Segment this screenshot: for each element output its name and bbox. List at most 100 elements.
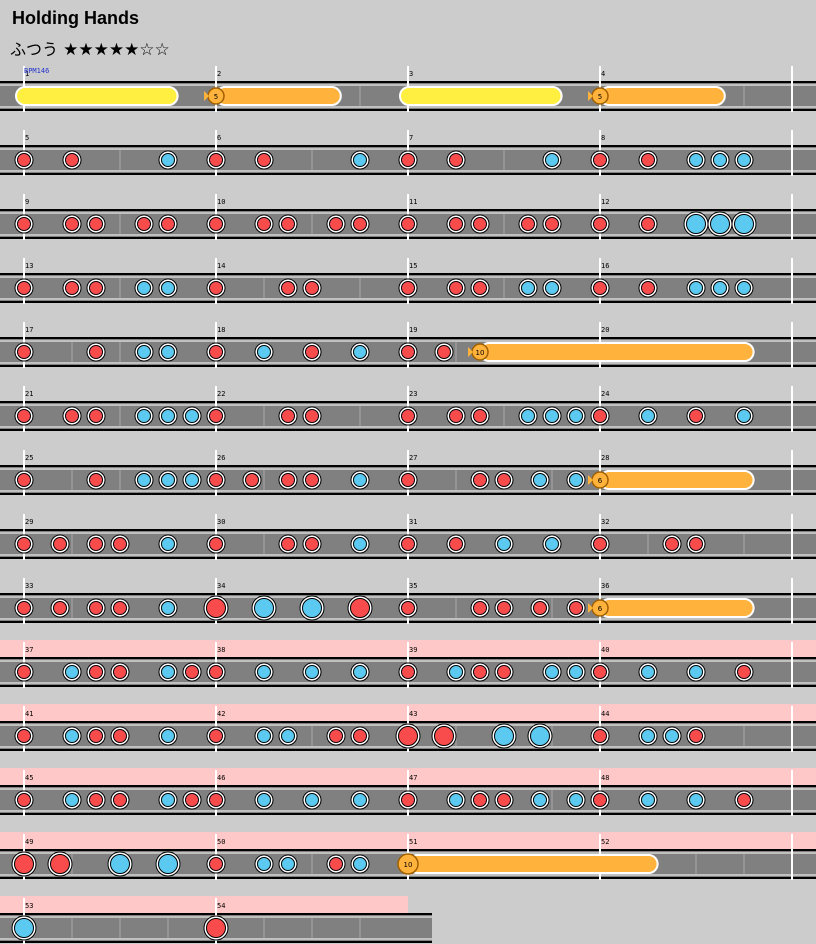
don-note-face: [281, 473, 295, 487]
don-note-face: [17, 601, 31, 615]
don-note-face: [206, 918, 226, 938]
measure-number: 12: [601, 198, 609, 206]
measure-number: 27: [409, 454, 417, 462]
ka-note-face: [689, 281, 703, 295]
difficulty-label: ふつう: [10, 40, 59, 59]
don-note-face: [113, 729, 127, 743]
gogo-band: [0, 896, 408, 914]
don-note-face: [17, 473, 31, 487]
measure-number: 43: [409, 710, 417, 718]
ka-note-face: [281, 729, 295, 743]
ka-note-face: [257, 345, 271, 359]
don-note-face: [398, 726, 418, 746]
don-note-face: [89, 537, 103, 551]
don-note-face: [209, 153, 223, 167]
don-note-face: [473, 473, 487, 487]
don-note-face: [689, 537, 703, 551]
ka-note-face: [737, 409, 751, 423]
ka-note-face: [353, 857, 367, 871]
don-note-face: [281, 409, 295, 423]
ka-note-face: [137, 473, 151, 487]
difficulty-line: ふつう ★★★★★☆☆: [10, 36, 170, 60]
measure-number: 19: [409, 326, 417, 334]
balloon-count: 5: [598, 93, 602, 101]
don-note-face: [449, 537, 463, 551]
don-note-face: [449, 281, 463, 295]
measure-number: 51: [409, 838, 417, 846]
ka-note-face: [161, 473, 175, 487]
ka-note-face: [569, 409, 583, 423]
measure-number: 38: [217, 646, 225, 654]
don-note-face: [497, 473, 511, 487]
don-note-face: [113, 601, 127, 615]
ka-note-face: [545, 537, 559, 551]
don-note-face: [209, 537, 223, 551]
balloon-knot: [468, 347, 473, 357]
don-note-face: [65, 409, 79, 423]
don-note-face: [17, 793, 31, 807]
don-note-face: [137, 217, 151, 231]
don-note-face: [497, 793, 511, 807]
don-note-face: [89, 473, 103, 487]
ka-note-face: [161, 665, 175, 679]
ka-note-face: [65, 729, 79, 743]
measure-number: 32: [601, 518, 609, 526]
don-note-face: [17, 345, 31, 359]
chart-row: 45 46 47 48: [0, 768, 816, 816]
don-note-face: [209, 281, 223, 295]
ka-note-face: [353, 153, 367, 167]
don-note-face: [113, 793, 127, 807]
ka-note-face: [305, 793, 319, 807]
don-note-face: [113, 537, 127, 551]
ka-note-face: [713, 153, 727, 167]
don-note-face: [89, 217, 103, 231]
don-note-face: [281, 217, 295, 231]
drumroll-bar: [15, 86, 179, 106]
ka-note-face: [569, 793, 583, 807]
ka-note-face: [689, 153, 703, 167]
ka-note-face: [185, 409, 199, 423]
measure-number: 5: [25, 134, 29, 142]
balloon-tail: [599, 598, 755, 618]
don-note-face: [17, 281, 31, 295]
ka-note-face: [641, 409, 655, 423]
don-note-face: [401, 665, 415, 679]
measure-number: 52: [601, 838, 609, 846]
don-note-face: [113, 665, 127, 679]
ka-note-face: [281, 857, 295, 871]
don-note-face: [401, 345, 415, 359]
measure-number: 16: [601, 262, 609, 270]
ka-note-face: [737, 281, 751, 295]
don-note-face: [497, 665, 511, 679]
chart-row: 29 30 31 32: [0, 514, 816, 560]
chart-row: 49 50 51 52 10: [0, 832, 816, 880]
measure-number: 30: [217, 518, 225, 526]
measure-number: 26: [217, 454, 225, 462]
ka-note-face: [161, 345, 175, 359]
ka-note-face: [353, 665, 367, 679]
don-note-face: [209, 345, 223, 359]
don-note-face: [89, 345, 103, 359]
balloon-count: 10: [476, 349, 485, 357]
don-note-face: [473, 601, 487, 615]
don-note-face: [53, 601, 67, 615]
measure-number: 3: [409, 70, 413, 78]
ka-note-face: [569, 473, 583, 487]
ka-note-face: [254, 598, 274, 618]
measure-number: 53: [25, 902, 33, 910]
balloon-tail: [215, 86, 342, 106]
measure-number: 47: [409, 774, 417, 782]
chart-row: 25 26 27 28 6: [0, 450, 816, 496]
measure-number: 25: [25, 454, 33, 462]
don-note-face: [473, 665, 487, 679]
ka-note-face: [545, 409, 559, 423]
don-note-face: [305, 537, 319, 551]
ka-note-face: [641, 793, 655, 807]
song-title: Holding Hands: [12, 8, 139, 28]
ka-note-face: [137, 409, 151, 423]
measure-number: 42: [217, 710, 225, 718]
don-note-face: [593, 665, 607, 679]
don-note-face: [50, 854, 70, 874]
don-note-face: [89, 729, 103, 743]
ka-note-face: [737, 153, 751, 167]
